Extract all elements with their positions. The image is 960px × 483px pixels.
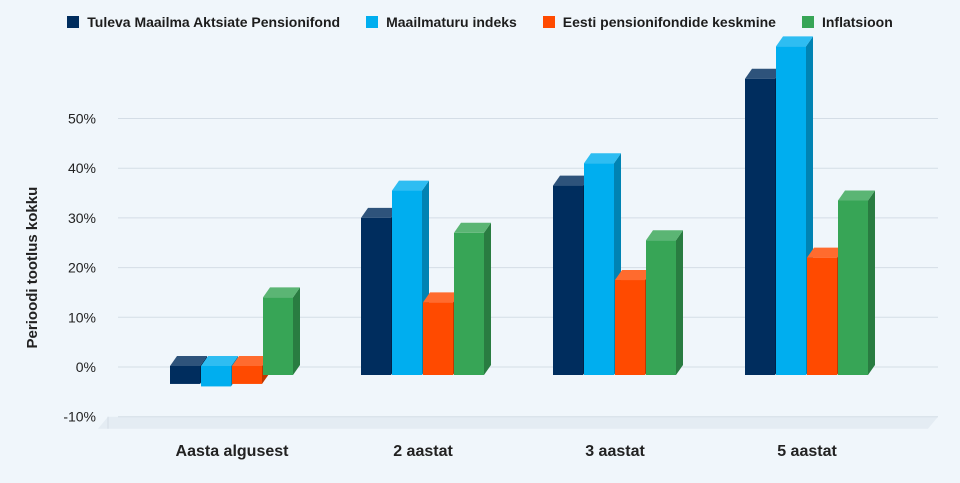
legend: Tuleva Maailma Aktsiate Pensionifond Maa… — [0, 14, 960, 30]
y-tick-label: 20% — [68, 260, 96, 276]
bar-top — [776, 36, 813, 47]
y-tick-label: -10% — [63, 409, 96, 425]
bar-top — [454, 222, 491, 233]
bar-side — [868, 190, 875, 375]
legend-swatch-world-index — [366, 16, 379, 28]
bar-top — [201, 356, 238, 366]
x-category-label: 3 aastat — [585, 443, 645, 460]
y-tick-label: 30% — [68, 210, 96, 226]
bar — [361, 217, 391, 375]
bar-top — [553, 175, 590, 186]
bar-side — [293, 287, 300, 375]
legend-swatch-inflation — [801, 16, 814, 28]
bar-side — [676, 230, 683, 375]
bar — [776, 46, 806, 376]
y-tick-label: 10% — [68, 309, 96, 325]
bar-side — [484, 222, 491, 375]
legend-item-world-index: Maailmaturu indeks — [366, 14, 517, 30]
bar-top — [838, 190, 875, 201]
legend-swatch-tuleva — [67, 16, 80, 28]
legend-item-inflation: Inflatsioon — [801, 14, 893, 30]
bar-top — [170, 356, 207, 366]
bar-top — [584, 153, 621, 164]
bar — [615, 280, 645, 375]
bar — [232, 366, 262, 384]
bar — [646, 240, 676, 375]
bar — [170, 366, 200, 384]
y-tick-label: 40% — [68, 160, 96, 176]
bar — [838, 200, 868, 375]
x-category-label: 5 aastat — [777, 443, 837, 460]
legend-label-world-index: Maailmaturu indeks — [386, 14, 517, 30]
legend-label-estonia-avg: Eesti pensionifondide keskmine — [562, 14, 776, 30]
bar — [553, 185, 583, 375]
bar — [454, 232, 484, 375]
bar-top — [263, 287, 300, 298]
legend-label-tuleva: Tuleva Maailma Aktsiate Pensionifond — [87, 14, 341, 30]
legend-item-tuleva: Tuleva Maailma Aktsiate Pensionifond — [67, 14, 340, 30]
legend-swatch-estonia-avg — [542, 16, 555, 28]
chart-floor — [98, 416, 938, 429]
bar — [263, 297, 293, 375]
bar-top — [232, 356, 269, 366]
bar-top — [745, 68, 782, 79]
bar-top — [646, 230, 683, 241]
x-category-label: Aasta algusest — [176, 443, 290, 460]
bar — [201, 366, 231, 387]
bar-top — [392, 180, 429, 191]
bar-top — [615, 270, 652, 281]
y-tick-label: 0% — [76, 359, 96, 375]
bar — [392, 190, 422, 375]
bar — [584, 163, 614, 375]
legend-item-estonia-avg: Eesti pensionifondide keskmine — [542, 14, 776, 30]
bar — [423, 302, 453, 375]
bar-top — [423, 292, 460, 303]
legend-label-inflation: Inflatsioon — [821, 14, 893, 30]
bar — [807, 257, 837, 375]
bar-top — [361, 207, 398, 218]
bar — [745, 78, 775, 376]
bar-top — [807, 247, 844, 258]
x-category-label: 2 aastat — [393, 443, 453, 460]
y-tick-label: 50% — [68, 111, 96, 127]
y-axis-title: Perioodi tootlus kokku — [24, 187, 41, 349]
